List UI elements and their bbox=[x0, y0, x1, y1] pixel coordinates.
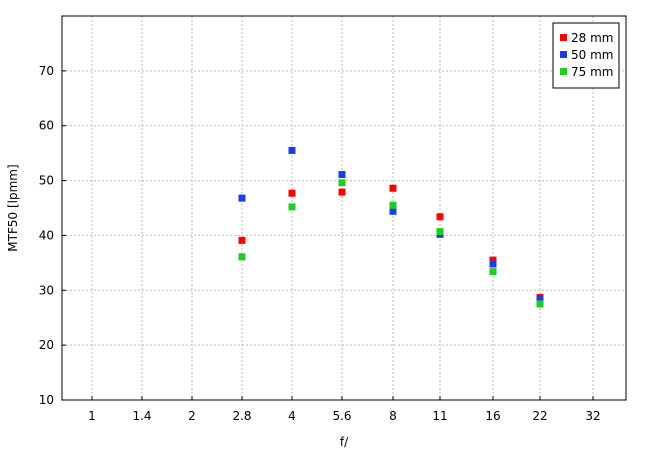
y-tick-label: 60 bbox=[39, 119, 54, 133]
x-tick-label: 11 bbox=[432, 409, 447, 423]
y-tick-label: 10 bbox=[39, 393, 54, 407]
y-tick-label: 20 bbox=[39, 338, 54, 352]
legend-marker bbox=[560, 34, 567, 41]
legend-label: 75 mm bbox=[571, 65, 613, 79]
data-point-28-mm bbox=[288, 189, 296, 197]
data-point-75-mm bbox=[238, 253, 246, 261]
data-point-28-mm bbox=[389, 184, 397, 192]
data-point-75-mm bbox=[436, 228, 444, 236]
x-tick-label: 8 bbox=[389, 409, 397, 423]
data-point-28-mm bbox=[238, 236, 246, 244]
x-tick-label: 1 bbox=[88, 409, 96, 423]
x-axis: 1 1.4 2 2.8 4 5.6 8 11 16 22 32 bbox=[88, 396, 601, 423]
data-point-75-mm bbox=[536, 300, 544, 308]
y-tick-label: 70 bbox=[39, 64, 54, 78]
data-point-75-mm bbox=[338, 179, 346, 187]
x-tick-label: 2.8 bbox=[232, 409, 251, 423]
y-axis-label: MTF50 [lpmm] bbox=[6, 164, 20, 251]
x-tick-label: 2 bbox=[188, 409, 196, 423]
y-tick-label: 40 bbox=[39, 228, 54, 242]
data-point-50-mm bbox=[536, 296, 544, 304]
data-point-50-mm bbox=[338, 171, 346, 179]
data-point-75-mm bbox=[489, 268, 497, 276]
plot-frame bbox=[61, 15, 627, 401]
data-point-28-mm bbox=[436, 213, 444, 221]
data-points bbox=[238, 146, 544, 308]
data-point-28-mm bbox=[489, 256, 497, 264]
data-point-50-mm bbox=[288, 146, 296, 154]
data-point-75-mm bbox=[288, 203, 296, 211]
legend: 28 mm 50 mm 75 mm bbox=[552, 22, 620, 89]
y-tick-label: 50 bbox=[39, 174, 54, 188]
data-point-50-mm bbox=[489, 260, 497, 268]
legend-marker bbox=[560, 51, 567, 58]
x-tick-label: 1.4 bbox=[132, 409, 151, 423]
data-point-50-mm bbox=[389, 207, 397, 215]
x-tick-label: 32 bbox=[585, 409, 600, 423]
legend-label: 28 mm bbox=[571, 31, 613, 45]
x-tick-label: 22 bbox=[532, 409, 547, 423]
grid bbox=[62, 16, 626, 400]
data-point-50-mm bbox=[238, 194, 246, 202]
x-tick-label: 16 bbox=[485, 409, 500, 423]
legend-marker bbox=[560, 68, 567, 75]
data-point-75-mm bbox=[389, 201, 397, 209]
data-point-28-mm bbox=[338, 188, 346, 196]
y-tick-label: 30 bbox=[39, 283, 54, 297]
legend-label: 50 mm bbox=[571, 48, 613, 62]
x-tick-label: 5.6 bbox=[332, 409, 351, 423]
x-axis-label: f/ bbox=[340, 435, 349, 449]
x-tick-label: 4 bbox=[288, 409, 296, 423]
y-axis: 10 20 30 40 50 60 70 bbox=[39, 64, 66, 407]
